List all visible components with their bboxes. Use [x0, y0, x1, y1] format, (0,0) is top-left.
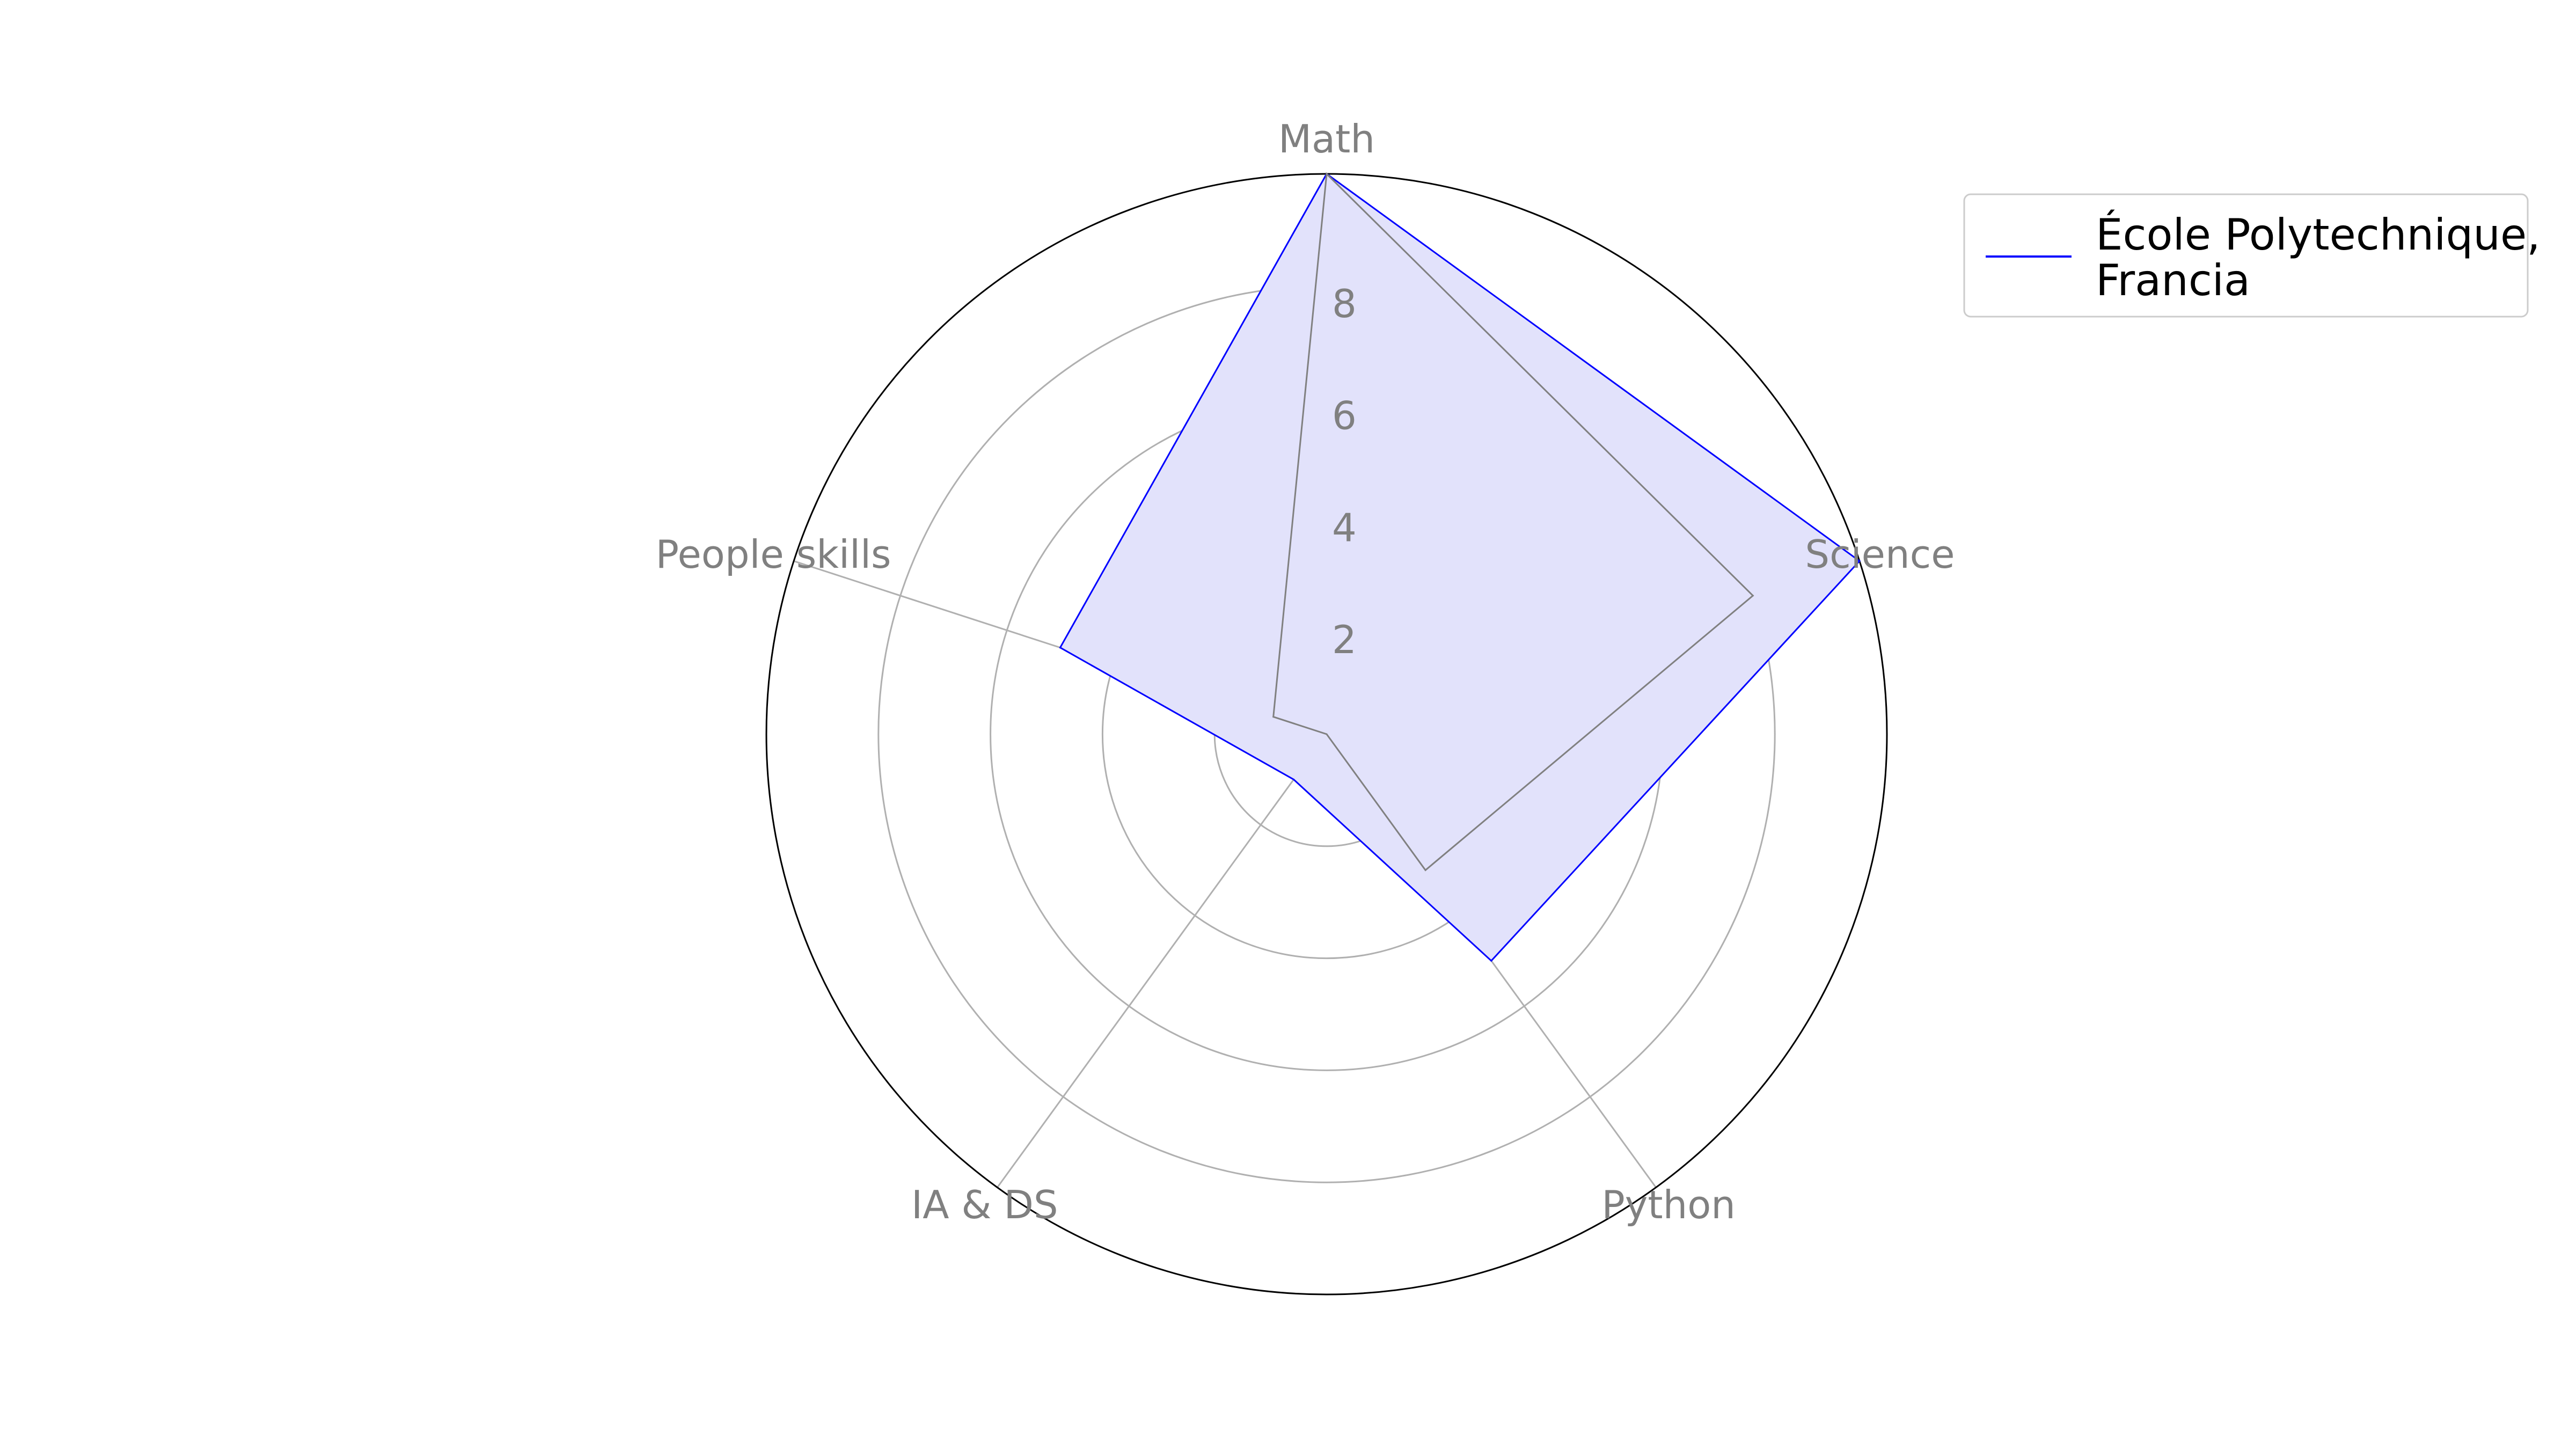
radial-tick-label: 6 — [1332, 393, 1357, 438]
legend-label-line-2: Francia — [2096, 255, 2250, 305]
series-1-point — [1326, 173, 1328, 175]
axis-label: Science — [1805, 532, 1955, 577]
radar-series — [1059, 172, 1861, 962]
radar-labels: 2 4 6 8 Math Science Python IA & DS People skill… — [656, 116, 1955, 1227]
series-0-point — [1293, 778, 1295, 780]
radial-tick-label: 4 — [1332, 505, 1357, 550]
radial-tick-label: 2 — [1332, 617, 1357, 662]
series-0-point — [1490, 960, 1492, 962]
legend: École Polytechnique, Francia — [1963, 193, 2541, 318]
series-1-point — [1752, 595, 1754, 597]
radial-tick-label: 8 — [1332, 281, 1357, 326]
series-1-point — [1326, 733, 1328, 735]
legend-label-line-1: École Polytechnique, — [2096, 209, 2541, 260]
legend-frame — [1963, 193, 2529, 318]
axis-label: People skills — [656, 532, 891, 577]
series-1-point — [1272, 716, 1275, 718]
axis-label: IA & DS — [911, 1182, 1058, 1227]
series-0-polygon — [1059, 172, 1861, 962]
axis-label: Python — [1601, 1182, 1736, 1227]
axis-label: Math — [1278, 116, 1375, 162]
spoke-line — [997, 734, 1328, 1188]
series-1-polygon — [1272, 172, 1754, 872]
series-0-point — [1858, 560, 1861, 562]
series-0-point — [1059, 647, 1062, 649]
series-1-point — [1424, 869, 1426, 871]
